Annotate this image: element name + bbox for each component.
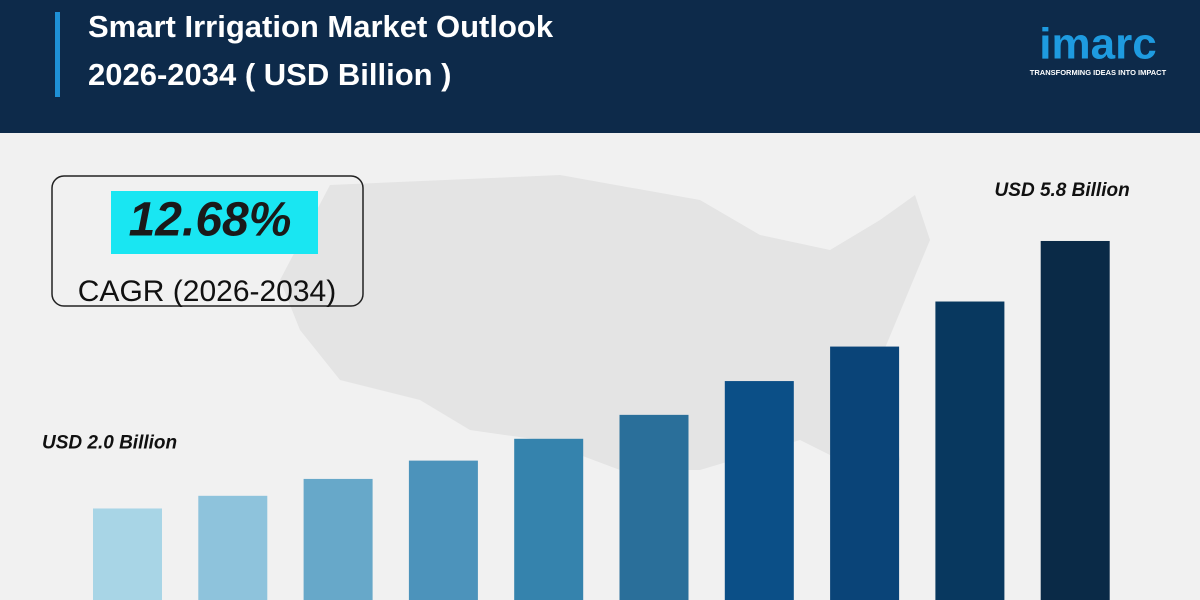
bar [619, 414, 689, 600]
bar [1040, 240, 1110, 600]
bar [303, 478, 373, 600]
title-line: 2026-2034 ( USD Billion ) [88, 57, 452, 92]
value-label: USD 2.0 Billion [42, 432, 177, 453]
cagr-value: 12.68% [129, 194, 292, 247]
bar [408, 460, 478, 600]
bar [935, 301, 1005, 600]
bar [198, 495, 268, 600]
logo-tagline: TRANSFORMING IDEAS INTO IMPACT [1030, 68, 1167, 77]
bar [830, 346, 900, 600]
header-accent [55, 12, 60, 97]
logo: imarc [1039, 20, 1156, 69]
title-line: Smart Irrigation Market Outlook [88, 9, 554, 44]
cagr-box [51, 175, 364, 307]
value-label: USD 5.8 Billion [995, 180, 1130, 201]
cagr-highlight [111, 191, 318, 254]
cagr-label: CAGR (2026-2034) [78, 275, 336, 308]
bar [724, 381, 794, 600]
header [0, 0, 1200, 133]
bar [514, 438, 584, 600]
bar [93, 508, 162, 600]
